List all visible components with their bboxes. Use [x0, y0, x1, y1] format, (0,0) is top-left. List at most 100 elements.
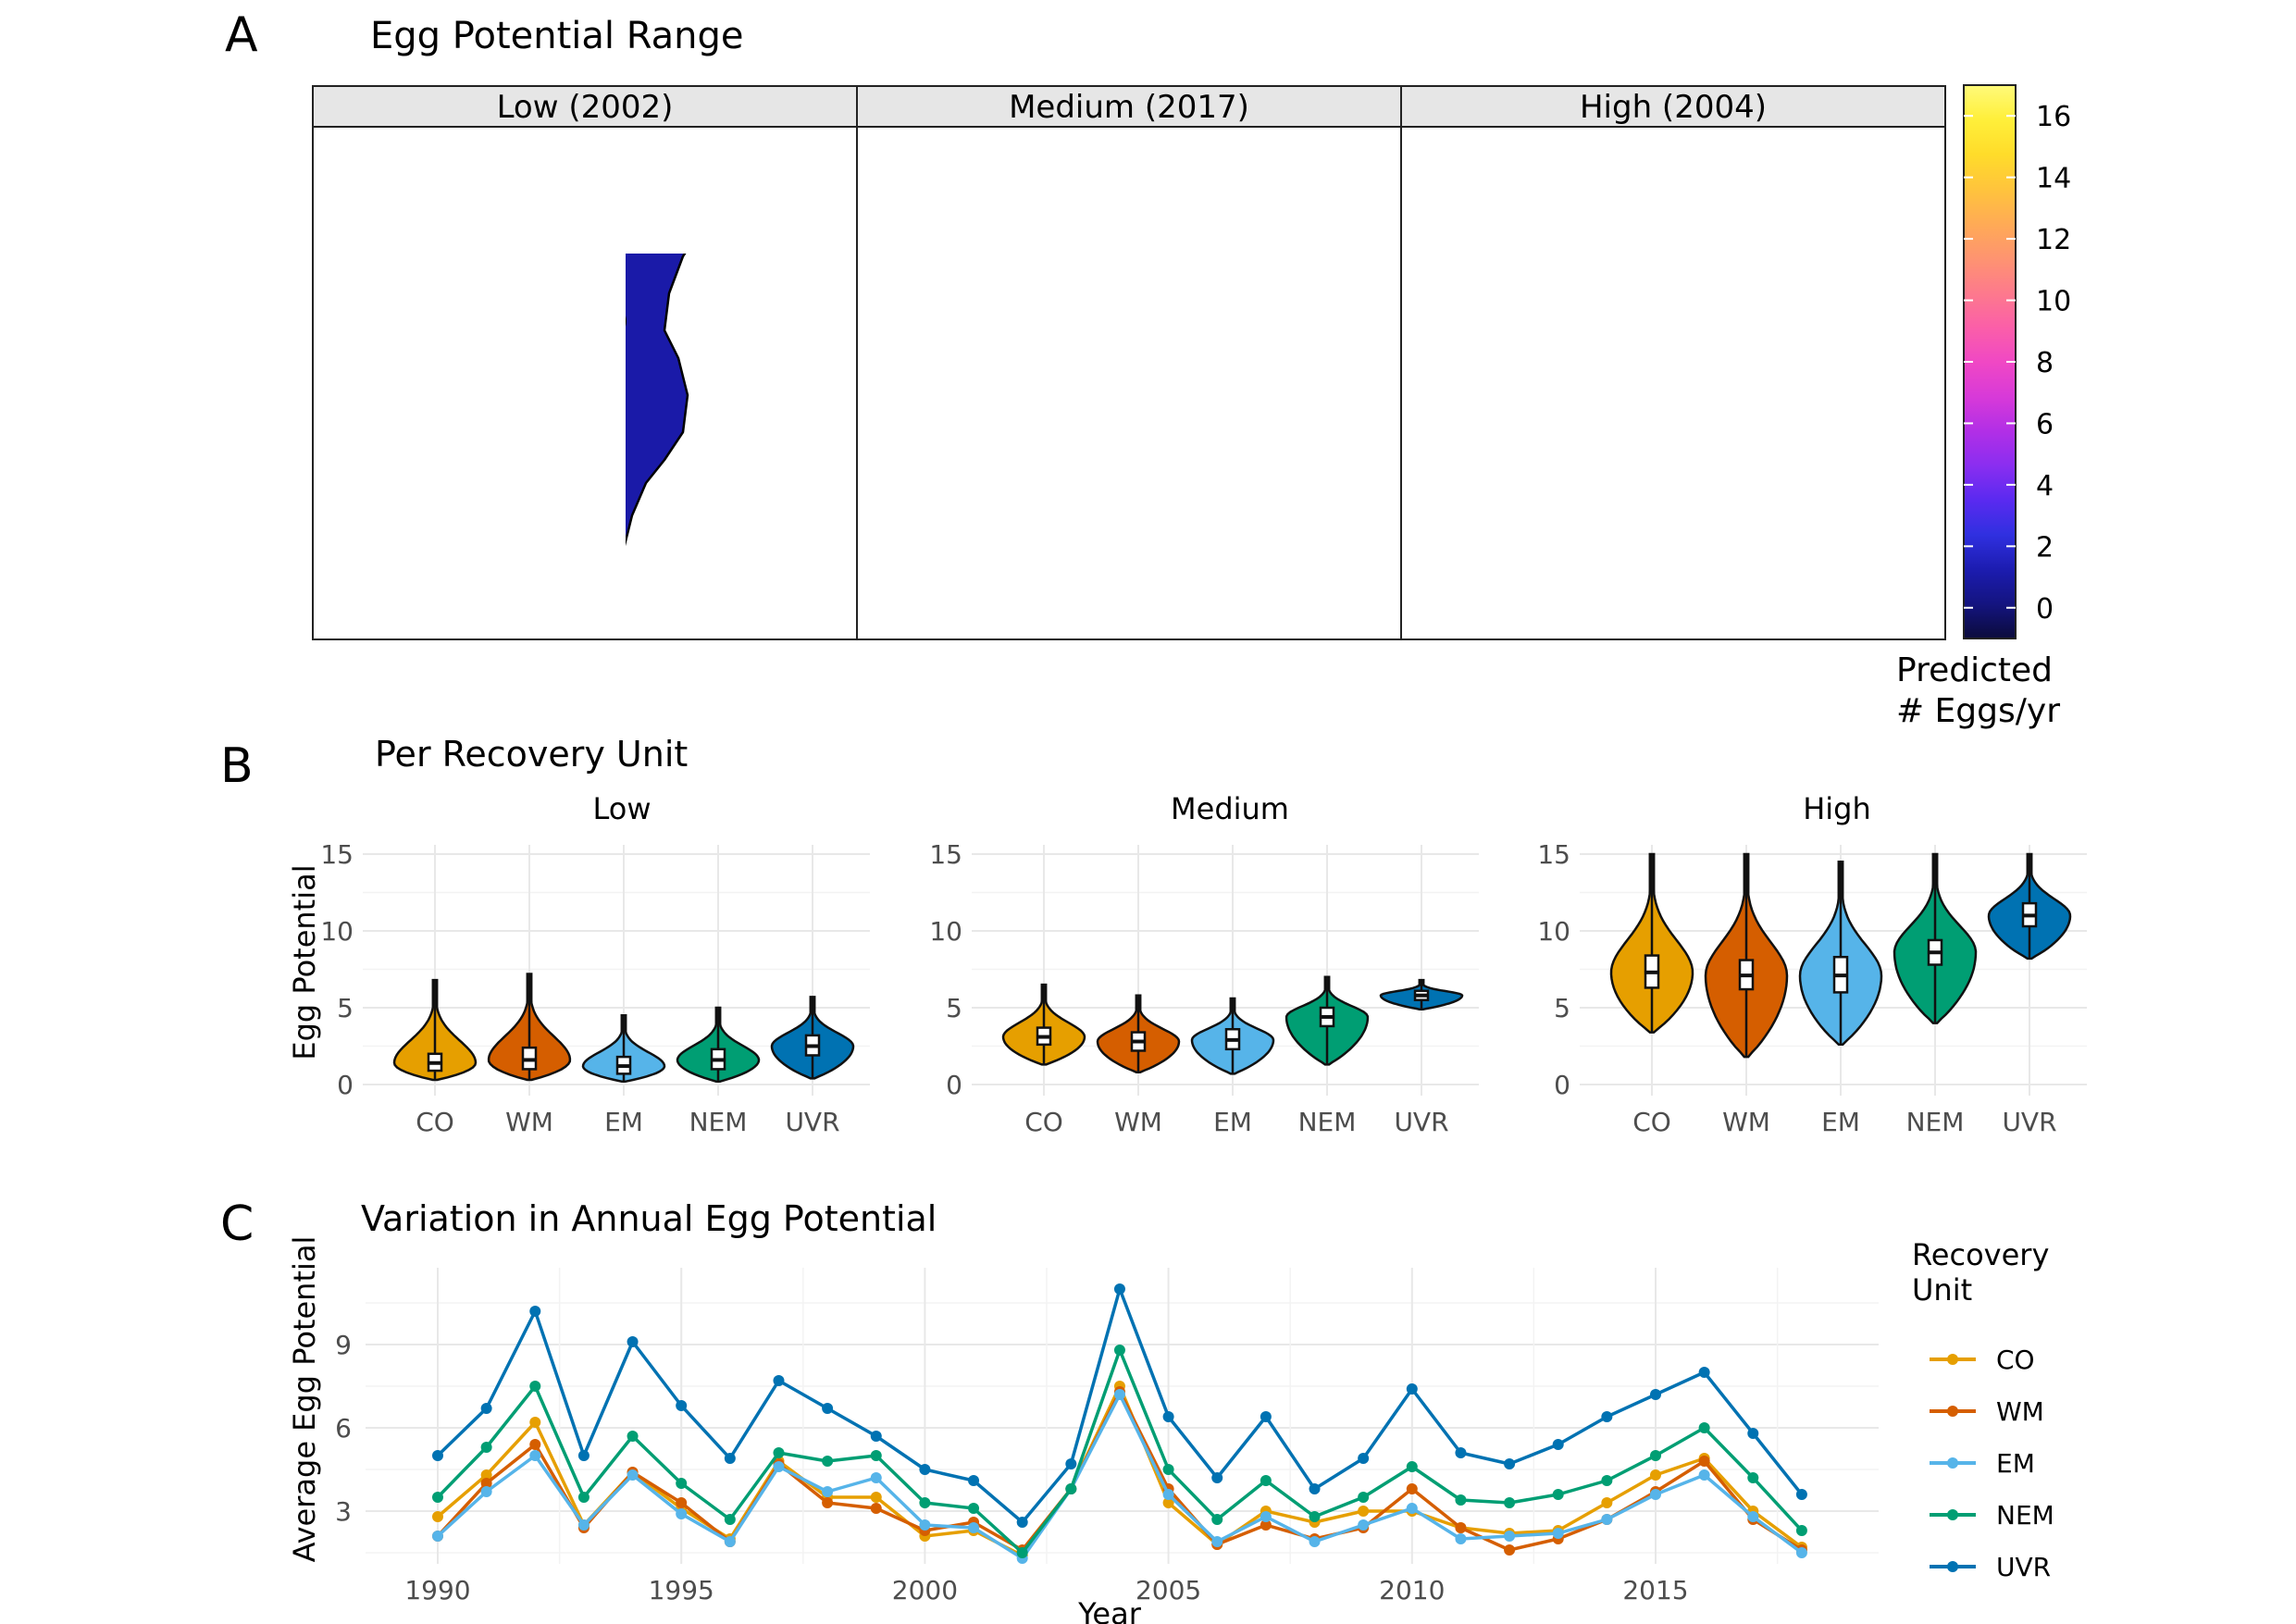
line-point-uvr	[870, 1431, 882, 1442]
line-point-co	[870, 1492, 882, 1503]
line-point-nem	[822, 1456, 834, 1467]
line-path-co	[436, 1384, 1803, 1557]
line-path-wm	[436, 1390, 1803, 1552]
line-legend-item-nem: NEM	[1930, 1500, 2054, 1531]
colorbar-tick-label: 12	[2036, 224, 2071, 256]
line-point-wm	[1260, 1519, 1272, 1531]
facet-label-high: High (2004)	[1580, 89, 1767, 126]
line-point-em	[1552, 1528, 1564, 1539]
line-point-nem	[1309, 1511, 1321, 1522]
line-point-uvr	[1162, 1411, 1174, 1422]
line-point-uvr	[1601, 1411, 1613, 1422]
colorbar-tick-label: 16	[2036, 101, 2071, 133]
line-series-nem	[432, 1345, 1807, 1558]
panel-c-letter: C	[220, 1196, 254, 1252]
line-point-co	[1601, 1497, 1613, 1508]
line-point-co	[1650, 1469, 1661, 1481]
line-legend-label: EM	[1996, 1448, 2035, 1479]
line-point-uvr	[1211, 1472, 1223, 1483]
line-point-nem	[1358, 1492, 1370, 1503]
line-point-wm	[822, 1497, 834, 1508]
line-point-uvr	[480, 1403, 492, 1414]
line-point-nem	[919, 1497, 931, 1508]
line-point-uvr	[724, 1453, 736, 1464]
line-point-uvr	[1065, 1458, 1077, 1469]
map-region	[626, 254, 689, 547]
line-point-nem	[1406, 1461, 1418, 1472]
violin-ytick-label: 0	[337, 1070, 354, 1100]
line-point-nem	[1747, 1472, 1759, 1483]
violin-xtick-label: EM	[1821, 1107, 1860, 1137]
line-point-wm	[870, 1503, 882, 1514]
line-ytick-label: 9	[335, 1330, 352, 1360]
facet-strip-medium	[856, 85, 1402, 128]
line-point-em	[1747, 1511, 1759, 1522]
violin-facet-label: High	[1803, 791, 1871, 826]
line-point-uvr	[1650, 1389, 1661, 1400]
line-point-em	[1358, 1519, 1370, 1531]
line-legend-key-point	[1947, 1354, 1958, 1365]
line-xtick-label: 2000	[892, 1575, 958, 1605]
line-point-co	[1358, 1506, 1370, 1517]
line-point-uvr	[676, 1400, 688, 1411]
violin-xtick-label: CO	[416, 1107, 454, 1137]
line-xtick-label: 2015	[1622, 1575, 1688, 1605]
line-point-co	[1162, 1497, 1174, 1508]
line-point-uvr	[1698, 1367, 1710, 1378]
line-point-uvr	[1455, 1447, 1467, 1458]
line-point-uvr	[822, 1403, 834, 1414]
violin-ytick-label: 15	[320, 839, 354, 870]
line-point-em	[1455, 1533, 1467, 1544]
violin-xtick-label: EM	[1213, 1107, 1252, 1137]
line-point-uvr	[1113, 1283, 1125, 1295]
line-point-wm	[480, 1478, 492, 1489]
violin-xtick-label: NEM	[1298, 1107, 1357, 1137]
line-xtick-label: 1990	[404, 1575, 470, 1605]
line-point-em	[1406, 1503, 1418, 1514]
line-point-nem	[1260, 1475, 1272, 1486]
line-point-em	[822, 1486, 834, 1497]
line-legend-label: CO	[1996, 1345, 2035, 1375]
line-point-co	[432, 1511, 443, 1522]
line-point-nem	[773, 1447, 785, 1458]
line-point-em	[1795, 1547, 1807, 1558]
line-point-uvr	[968, 1475, 980, 1486]
violin-ytick-label: 10	[320, 916, 354, 947]
violin-ytick-label: 5	[1554, 993, 1570, 1023]
panel-a-title: Egg Potential Range	[370, 15, 744, 57]
line-xtick-label: 2005	[1136, 1575, 1201, 1605]
colorbar-tick-label: 0	[2036, 593, 2054, 626]
line-point-em	[1211, 1536, 1223, 1547]
colorbar-tick-label: 4	[2036, 470, 2054, 502]
line-point-nem	[1698, 1422, 1710, 1433]
colorbar-tick-label: 6	[2036, 408, 2054, 440]
panel-a: A Egg Potential Range Low (2002) Medium …	[225, 7, 2071, 730]
line-point-em	[1113, 1389, 1125, 1400]
line-legend-label: NEM	[1996, 1500, 2054, 1531]
line-point-wm	[1504, 1544, 1516, 1556]
line-point-wm	[1698, 1456, 1710, 1467]
violin-ytick-label: 5	[337, 993, 354, 1023]
line-point-nem	[724, 1514, 736, 1525]
line-point-uvr	[1260, 1411, 1272, 1422]
line-legend-title-line2: Unit	[1912, 1272, 1972, 1308]
violin-xtick-label: WM	[1114, 1107, 1162, 1137]
line-point-em	[773, 1461, 785, 1472]
map-panel-low	[312, 126, 858, 640]
line-series-co	[432, 1381, 1807, 1561]
line-point-wm	[1455, 1522, 1467, 1533]
line-legend-label: WM	[1996, 1396, 2044, 1427]
line-point-uvr	[627, 1336, 639, 1347]
line-point-em	[724, 1536, 736, 1547]
line-point-em	[1309, 1536, 1321, 1547]
line-point-nem	[577, 1492, 590, 1503]
line-point-nem	[627, 1431, 639, 1442]
panel-b-letter: B	[220, 738, 254, 794]
line-legend-item-co: CO	[1930, 1345, 2035, 1375]
line-point-nem	[1016, 1547, 1028, 1558]
panel-c-title: Variation in Annual Egg Potential	[361, 1198, 937, 1239]
violin-facet-medium: Medium 0 5 10 15 CO WM EM NEM UVR	[929, 791, 1479, 1137]
line-point-em	[676, 1508, 688, 1519]
line-point-uvr	[432, 1450, 443, 1461]
colorbar-tick-label: 2	[2036, 531, 2054, 564]
